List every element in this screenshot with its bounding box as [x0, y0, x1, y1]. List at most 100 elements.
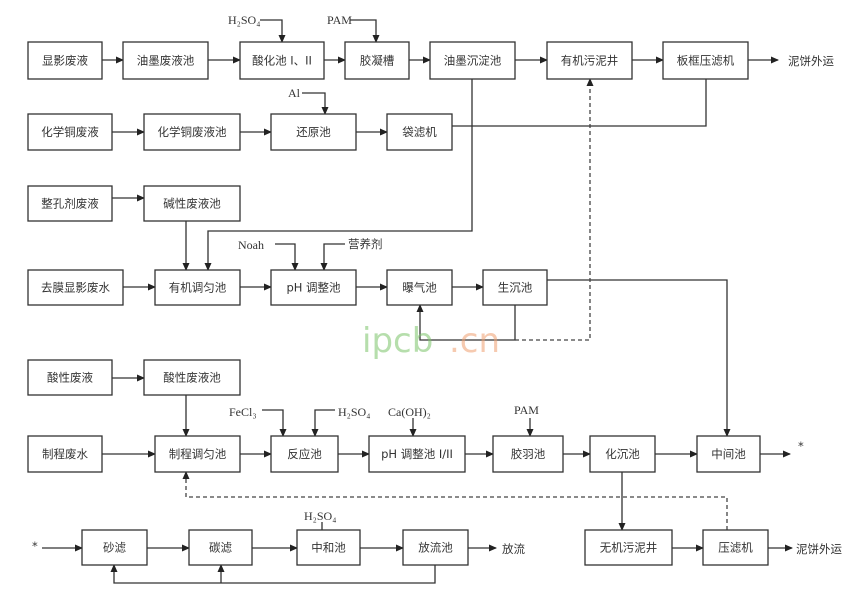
node-youji-wunijing: 有机污泥井 [546, 41, 633, 80]
svg-text:ipcb: ipcb [362, 321, 433, 361]
dashed-sludge-return-line [515, 78, 594, 341]
node-label: pH 调整池 [286, 281, 341, 295]
node-label: 胶羽池 [511, 447, 546, 461]
node-bankuang-yalvji: 板框压滤机 [662, 41, 749, 80]
node-label: 中间池 [711, 447, 746, 461]
node-label: 化学铜废液池 [158, 125, 227, 139]
node-label: 袋滤机 [402, 125, 437, 139]
node-tanlv: 碳滤 [188, 529, 253, 566]
label-h2so4-1: H₂SO₄ [228, 13, 260, 27]
dashed-sludge-return-line [182, 471, 728, 530]
flow-arrow [547, 279, 731, 437]
node-dailvji: 袋滤机 [386, 113, 453, 151]
node-fangliuchi: 放流池 [402, 529, 469, 566]
node-youmo-chendianchi: 油墨沉淀池 [429, 41, 516, 80]
node-xianying-feiye: 显影废液 [27, 41, 103, 80]
label-pam-2: PAM [514, 403, 539, 417]
flow-arrow [452, 79, 707, 127]
node-box [662, 41, 749, 80]
node-label: 胶凝槽 [360, 54, 395, 68]
node-suanxing-feiyechi: 酸性废液池 [143, 359, 241, 396]
label-fangliu: 放流 [502, 542, 525, 556]
node-box [368, 435, 466, 473]
node-box [27, 269, 124, 306]
node-box [270, 269, 357, 306]
node-qumo-xianying-feishui: 去膜显影废水 [27, 269, 124, 306]
node-label: 压滤机 [718, 541, 753, 555]
flow-arrow [262, 409, 287, 437]
node-label: 整孔剂废液 [41, 197, 99, 211]
node-box [27, 41, 103, 80]
node-label: 砂滤 [103, 541, 126, 555]
label-nibing-waiyun-2: 泥饼外运 [796, 542, 842, 556]
label-yingyangji: 营养剂 [348, 237, 383, 251]
node-label: 无机污泥井 [600, 541, 658, 555]
node-box [429, 41, 516, 80]
label-pam-1: PAM [327, 13, 352, 27]
node-box [702, 529, 769, 566]
node-box [402, 529, 469, 566]
node-box [239, 41, 325, 80]
node-label: 碱性废液池 [163, 197, 221, 211]
node-label: 板框压滤机 [677, 54, 735, 68]
node-label: 油墨沉淀池 [444, 54, 502, 68]
node-box [27, 435, 103, 473]
node-label: 酸性废液池 [163, 371, 221, 385]
flow-arrow [275, 243, 299, 271]
label-connector-in: * [32, 539, 38, 553]
svg-text:.cn: .cn [449, 321, 500, 361]
node-box [143, 359, 241, 396]
node-youji-tiaoyunchi: 有机调匀池 [154, 269, 241, 306]
node-box [143, 113, 241, 151]
node-box [584, 529, 673, 566]
node-box [270, 113, 357, 151]
label-fecl3: FeCl₃ [229, 405, 257, 419]
node-label: 化沉池 [605, 447, 640, 461]
node-shalv: 砂滤 [81, 529, 148, 566]
node-label: 酸性废液 [47, 371, 93, 385]
flow-arrow [302, 92, 329, 115]
node-huaxuetong-feiyechi: 化学铜废液池 [143, 113, 241, 151]
node-box [154, 435, 241, 473]
node-label: 中和池 [311, 541, 346, 555]
node-label: pH 调整池 I/II [381, 447, 453, 461]
node-jiaoyuchi: 胶羽池 [492, 435, 564, 473]
node-ph-tiaozhengchi-12: pH 调整池 I/II [368, 435, 466, 473]
node-label: 显影废液 [42, 54, 88, 68]
node-label: 制程废水 [42, 447, 88, 461]
node-zhongheshi: 中和池 [296, 529, 361, 566]
label-noah: Noah [238, 238, 264, 252]
node-fanyingchi: 反应池 [270, 435, 339, 473]
label-nibing-waiyun-1: 泥饼外运 [788, 54, 834, 68]
node-box [81, 529, 148, 566]
node-label: 有机污泥井 [561, 54, 619, 68]
node-suanhuachi: 酸化池 I、II [239, 41, 325, 80]
node-zhicheng-feishui: 制程废水 [27, 435, 103, 473]
flow-arrow [416, 304, 516, 341]
node-suanxing-feiye: 酸性废液 [27, 359, 113, 396]
node-box [27, 185, 113, 222]
node-box [386, 269, 453, 306]
flow-arrow [204, 79, 473, 271]
node-label: 曝气池 [402, 281, 437, 295]
node-box [27, 113, 113, 151]
node-box [546, 41, 633, 80]
node-shengchenchi: 生沉池 [482, 269, 548, 306]
node-box [270, 435, 339, 473]
label-h2so4-2: H₂SO₄ [338, 405, 370, 419]
node-zhicheng-tiaoyunchi: 制程调匀池 [154, 435, 241, 473]
node-wuji-wunijing: 无机污泥井 [584, 529, 673, 566]
node-label: 碳滤 [209, 541, 232, 555]
node-label: 去膜显影废水 [41, 281, 110, 295]
node-jianxing-feiyechi: 碱性废液池 [143, 185, 241, 222]
node-box [188, 529, 253, 566]
node-label: 化学铜废液 [41, 125, 99, 139]
node-box [296, 529, 361, 566]
node-zhengkongji-feiye: 整孔剂废液 [27, 185, 113, 222]
node-box [482, 269, 548, 306]
node-box [589, 435, 656, 473]
node-box [386, 113, 453, 151]
node-label: 放流池 [418, 541, 453, 555]
